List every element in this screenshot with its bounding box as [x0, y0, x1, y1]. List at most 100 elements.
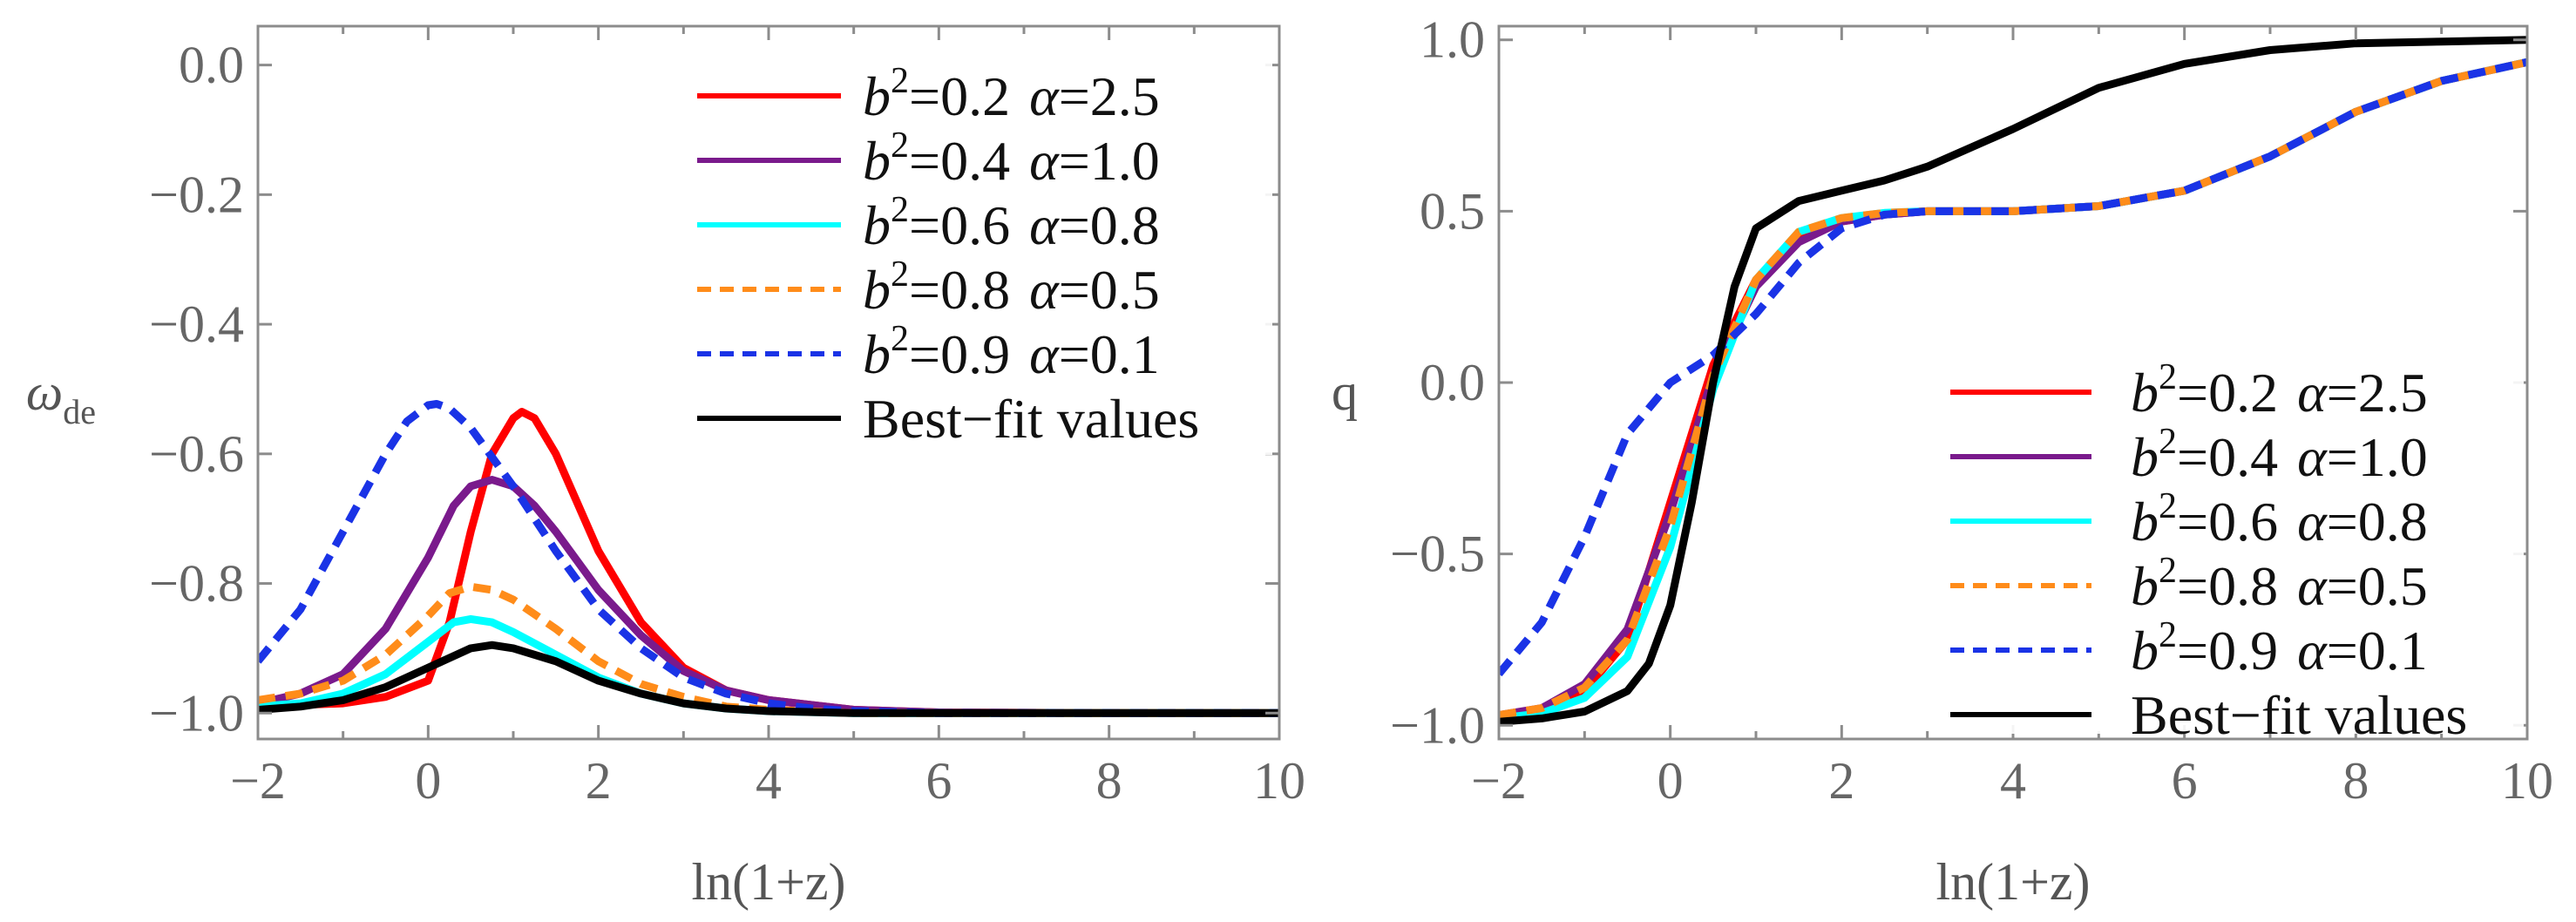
- legend-entry-2: b2=0.4 α=1.0: [2131, 422, 2428, 488]
- legend-b-value: =0.6: [2177, 491, 2278, 553]
- legend-b-symbol: b: [2131, 620, 2159, 681]
- legend-alpha-symbol: α: [2297, 426, 2328, 488]
- series-line-1: [258, 408, 1279, 717]
- y-tick-label: 0.5: [1420, 182, 1485, 240]
- legend-alpha-symbol: α: [1029, 65, 1060, 127]
- legend-background: [1942, 342, 2524, 734]
- legend-alpha-value: =2.5: [1059, 65, 1160, 127]
- legend-entry-5: b2=0.9 α=0.1: [863, 319, 1160, 385]
- legend-b-symbol: b: [863, 65, 891, 127]
- legend-exponent: 2: [2159, 615, 2177, 655]
- x-tick-label: 8: [2342, 752, 2369, 810]
- legend-entry-3: b2=0.6 α=0.8: [863, 190, 1160, 256]
- x-tick-label: 10: [1253, 752, 1305, 810]
- legend-alpha-symbol: α: [2297, 555, 2328, 617]
- legend: b2=0.2 α=2.5b2=0.4 α=1.0b2=0.6 α=0.8b2=0.8 α…: [1942, 342, 2524, 746]
- y-tick-label: −0.5: [1390, 525, 1485, 583]
- y-tick-label: −0.2: [149, 166, 244, 223]
- series-group: [1499, 36, 2527, 726]
- y-axis-label: ωde: [26, 363, 96, 431]
- legend-entry-5: b2=0.9 α=0.1: [2131, 615, 2428, 681]
- x-tick-label: 6: [2172, 752, 2198, 810]
- series-line-4: [1499, 58, 2527, 719]
- legend-exponent: 2: [891, 61, 909, 101]
- legend-b-symbol: b: [863, 323, 891, 385]
- x-tick-label: 4: [2000, 752, 2026, 810]
- legend-b-value: =0.8: [2177, 555, 2278, 617]
- legend-alpha-value: =0.8: [2327, 491, 2428, 553]
- x-tick-label: −2: [230, 752, 286, 810]
- legend-alpha-value: =1.0: [1059, 130, 1160, 192]
- legend-entry-6: Best−fit values: [863, 388, 1199, 450]
- x-tick-label: −2: [1471, 752, 1527, 810]
- legend-exponent: 2: [891, 319, 909, 359]
- legend-b-value: =0.2: [909, 65, 1010, 127]
- legend-entry-4: b2=0.8 α=0.5: [863, 254, 1160, 321]
- legend-alpha-value: =0.5: [1059, 259, 1160, 321]
- legend-b-value: =0.9: [909, 323, 1010, 385]
- legend-entry-3: b2=0.6 α=0.8: [2131, 486, 2428, 553]
- y-tick-label: −0.8: [149, 555, 244, 613]
- legend-b-symbol: b: [2131, 491, 2159, 553]
- y-tick-label: −1.0: [1390, 696, 1485, 754]
- legend-b-value: =0.6: [909, 194, 1010, 256]
- legend-b-symbol: b: [2131, 362, 2159, 424]
- legend-alpha-symbol: α: [1029, 323, 1060, 385]
- y-tick-label: 0.0: [1420, 354, 1485, 411]
- legend-exponent: 2: [2159, 422, 2177, 462]
- chart-panel-2: −2 0 2 4 6 8 101.00.50.0−0.5−1.0ln(1+z)q b2=0.2…: [1332, 11, 2553, 911]
- x-tick-label: 6: [925, 752, 952, 810]
- legend-alpha-symbol: α: [2297, 362, 2328, 424]
- legend-entry-6: Best−fit values: [2131, 684, 2467, 746]
- y-tick-label: −0.6: [149, 425, 244, 483]
- series-line-5: [1499, 58, 2527, 677]
- x-tick-label: 0: [1657, 752, 1684, 810]
- legend-b-symbol: b: [863, 259, 891, 321]
- x-tick-label: 8: [1096, 752, 1122, 810]
- y-axis-symbol: q: [1332, 363, 1358, 421]
- y-tick-label: 0.0: [179, 37, 244, 94]
- legend-alpha-value: =2.5: [2327, 362, 2428, 424]
- legend-alpha-symbol: α: [2297, 491, 2328, 553]
- legend-exponent: 2: [2159, 357, 2177, 397]
- legend-alpha-symbol: α: [1029, 194, 1060, 256]
- legend-b-symbol: b: [863, 194, 891, 256]
- y-axis-label: q: [1332, 363, 1358, 421]
- legend-alpha-symbol: α: [1029, 130, 1060, 192]
- x-tick-label: 0: [415, 752, 441, 810]
- legend-alpha-value: =0.1: [1059, 323, 1160, 385]
- x-tick-label: 4: [756, 752, 782, 810]
- legend-alpha-value: =0.1: [2327, 620, 2428, 681]
- legend-exponent: 2: [2159, 551, 2177, 591]
- series-line-4: [258, 582, 1279, 717]
- legend-b-symbol: b: [2131, 555, 2159, 617]
- legend-entry-4: b2=0.8 α=0.5: [2131, 551, 2428, 617]
- series-line-6: [258, 641, 1279, 717]
- legend: b2=0.2 α=2.5b2=0.4 α=1.0b2=0.6 α=0.8b2=0.8 α…: [684, 45, 1272, 455]
- y-tick-label: 1.0: [1420, 11, 1485, 69]
- x-tick-label: 10: [2501, 752, 2553, 810]
- y-axis-symbol: ω: [26, 363, 63, 421]
- legend-b-symbol: b: [2131, 426, 2159, 488]
- chart-panel-1: −2 0 2 4 6 8 10 0.0 −0.2 −0.4 −0.6 −0.8 −1.0 ln(1+z) ω…: [26, 24, 1305, 911]
- y-axis-subscript: de: [63, 392, 96, 431]
- legend-b-value: =0.9: [2177, 620, 2278, 681]
- legend-exponent: 2: [891, 125, 909, 166]
- legend-exponent: 2: [891, 190, 909, 230]
- legend-entry-1: b2=0.2 α=2.5: [863, 61, 1160, 127]
- legend-background: [684, 45, 1272, 455]
- x-axis-label: ln(1+z): [691, 853, 845, 911]
- series-group: [258, 400, 1279, 717]
- legend-b-value: =0.8: [909, 259, 1010, 321]
- legend-exponent: 2: [2159, 486, 2177, 526]
- legend-entry-2: b2=0.4 α=1.0: [863, 125, 1160, 192]
- legend-alpha-symbol: α: [1029, 259, 1060, 321]
- legend-alpha-value: =1.0: [2327, 426, 2428, 488]
- y-tick-label: −1.0: [149, 684, 244, 742]
- series-line-6: [1499, 36, 2527, 726]
- legend-b-symbol: b: [863, 130, 891, 192]
- legend-b-value: =0.4: [909, 130, 1010, 192]
- legend-entry-1: b2=0.2 α=2.5: [2131, 357, 2428, 424]
- x-axis-label: ln(1+z): [1935, 853, 2090, 911]
